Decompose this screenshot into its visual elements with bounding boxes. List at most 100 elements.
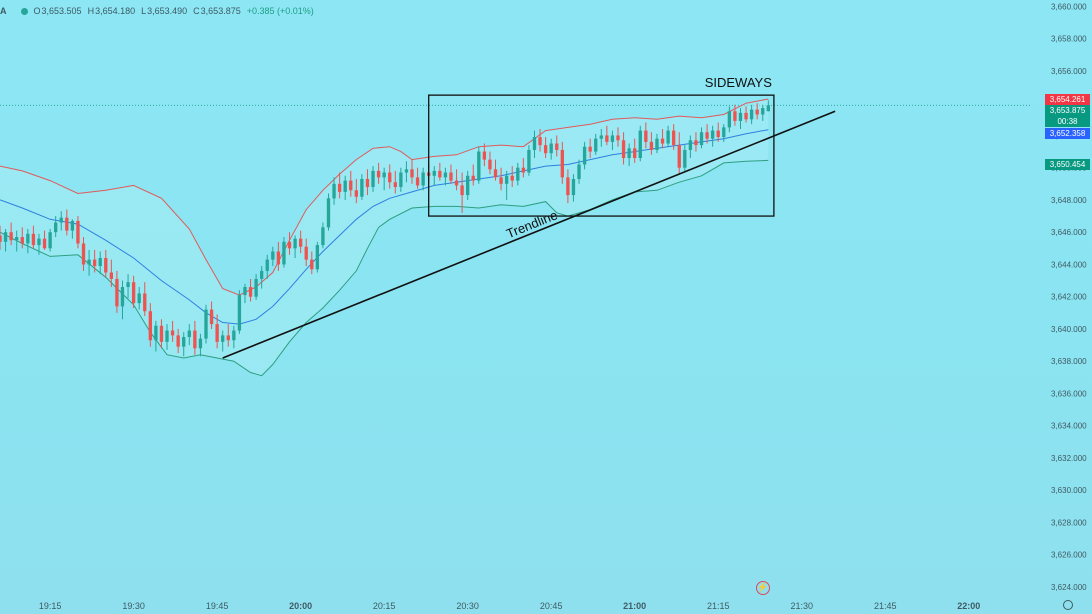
x-tick-label: 20:30 <box>456 601 479 611</box>
y-tick-label: 3,630.000 <box>1051 486 1087 495</box>
candle <box>466 170 470 200</box>
candle-body <box>627 148 631 159</box>
candle-body <box>677 145 681 168</box>
candle-body <box>504 175 509 184</box>
candle-body <box>282 241 286 265</box>
candle-body <box>26 233 30 244</box>
candle-body <box>415 177 420 186</box>
candle <box>237 290 242 334</box>
candle-body <box>182 337 186 347</box>
candle-body <box>382 172 386 178</box>
last-price-tag: 3,653.875 00:38 <box>1045 105 1090 127</box>
candle <box>393 170 397 194</box>
candle <box>154 320 158 352</box>
candle-body <box>638 130 642 159</box>
candle <box>365 169 370 196</box>
candle <box>477 146 481 184</box>
lightning-icon[interactable]: ⚡ <box>756 581 770 595</box>
candle <box>332 177 336 205</box>
candle-body <box>326 198 331 228</box>
time-axis[interactable]: 19:15 19:30 19:45 20:00 20:15 20:30 20:45 21:00… <box>39 601 980 611</box>
candle <box>699 127 704 149</box>
basis-tag: 3,652.358 <box>1045 128 1090 139</box>
candle <box>187 324 191 346</box>
sideways-label: SIDEWAYS <box>705 75 773 90</box>
candle <box>221 330 225 352</box>
candle-body <box>527 149 531 173</box>
candle-body <box>649 141 654 150</box>
candle <box>282 237 286 268</box>
candle <box>610 130 615 150</box>
candle <box>115 270 119 313</box>
x-tick-label: 19:45 <box>206 601 229 611</box>
candle <box>343 175 347 200</box>
candle <box>694 132 698 152</box>
candle <box>582 141 587 170</box>
y-tick-label: 3,638.000 <box>1051 357 1087 366</box>
candle-body <box>276 251 281 265</box>
candle-body <box>399 172 403 188</box>
candle-body <box>493 169 498 178</box>
candle-body <box>655 138 659 150</box>
candle-body <box>549 143 553 154</box>
candle <box>449 164 453 184</box>
candle <box>182 332 186 357</box>
candle-body <box>672 130 676 146</box>
candle <box>638 125 642 162</box>
candle <box>137 287 141 310</box>
x-tick-label: 21:00 <box>623 601 646 611</box>
candles-layer[interactable] <box>0 100 770 357</box>
candle-body <box>488 159 492 170</box>
candle <box>633 138 637 163</box>
price-axis[interactable]: 3,660.0003,658.0003,656.0003,654.0003,65… <box>1051 2 1087 591</box>
candle-body <box>248 287 253 297</box>
candle-body <box>0 235 2 242</box>
candle-body <box>304 246 308 260</box>
gear-icon[interactable] <box>1063 600 1073 610</box>
candle <box>321 222 325 249</box>
candle <box>399 167 403 192</box>
candle <box>677 132 681 175</box>
candle-body <box>644 130 648 142</box>
candle-body <box>738 112 743 121</box>
candle <box>87 249 91 276</box>
candle-body <box>176 335 180 347</box>
candle-body <box>755 109 759 115</box>
candle <box>688 135 693 159</box>
candle-body <box>354 190 358 197</box>
candle <box>510 166 514 188</box>
candle <box>432 166 436 186</box>
candle <box>555 135 559 157</box>
candle-body <box>666 130 670 144</box>
candle <box>42 230 47 250</box>
x-tick-label: 20:15 <box>373 601 396 611</box>
candle-body <box>577 164 581 179</box>
candle <box>59 211 63 231</box>
candle <box>738 108 743 129</box>
y-tick-label: 3,624.000 <box>1051 583 1087 592</box>
open-key: O <box>33 6 41 16</box>
candle-body <box>705 132 709 139</box>
candle-body <box>349 180 353 191</box>
candle-body <box>159 325 164 342</box>
candle <box>271 246 275 267</box>
x-tick-label: 19:30 <box>122 601 145 611</box>
candle-body <box>154 325 158 341</box>
candle <box>131 275 136 308</box>
candle-body <box>710 130 715 139</box>
candle <box>376 162 381 184</box>
candle-body <box>727 111 732 128</box>
candle-body <box>761 108 765 115</box>
candle <box>204 304 208 344</box>
candle-body <box>3 232 8 242</box>
candle <box>315 241 320 273</box>
candle <box>482 143 487 167</box>
candle <box>98 251 102 275</box>
countdown-timer: 00:38 <box>1057 117 1078 126</box>
candle <box>471 164 475 186</box>
candle-body <box>92 259 97 267</box>
candle-body <box>499 177 503 184</box>
candle <box>104 249 108 278</box>
candle-body <box>744 112 748 120</box>
